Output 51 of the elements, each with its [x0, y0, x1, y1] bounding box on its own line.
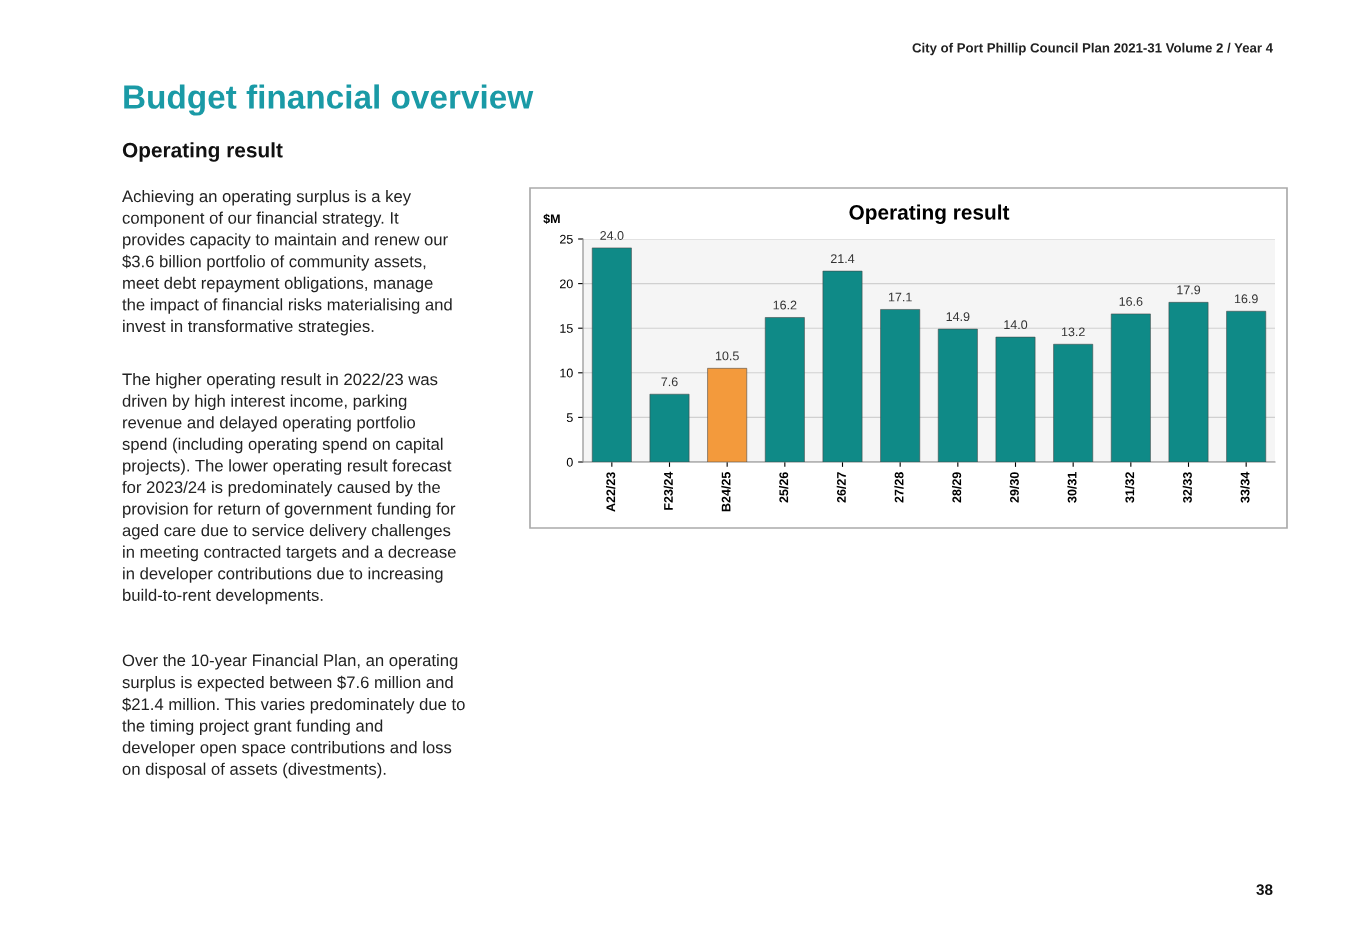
- y-tick-label: 10: [560, 368, 573, 378]
- data-label: 21.4: [830, 254, 855, 263]
- data-label: 17.9: [1177, 285, 1201, 295]
- x-tick-label: 28/29: [952, 472, 962, 503]
- text: Achieving an operating surplus is a key component of our financial strategy. It provides capacity to maintain and renew our $3.6 billion portfolio of community assets, meet debt repayment obligations, manage the impact of financial risks materialising and invest in transformative strategies.: [122, 190, 452, 336]
- bar: [1226, 310, 1267, 462]
- y-axis-title: $M: [543, 213, 560, 224]
- bar: [764, 317, 805, 462]
- x-tick-label: 31/32: [1125, 472, 1135, 503]
- x-tick-label: 30/31: [1067, 472, 1077, 503]
- text: 38: [1256, 884, 1273, 896]
- x-tick-label: 33/34: [1240, 471, 1250, 503]
- text: Operating result: [122, 142, 283, 162]
- x-tick-label: 32/33: [1182, 472, 1192, 503]
- data-label: 24.0: [600, 231, 624, 240]
- y-tick-label: 25: [560, 234, 573, 244]
- data-label: 7.6: [661, 377, 678, 387]
- x-tick-label: 29/30: [1009, 472, 1019, 503]
- text: Budget financial overview: [124, 84, 534, 116]
- data-label: 14.0: [1004, 320, 1028, 330]
- bar: [649, 393, 690, 462]
- x-tick-label: F23/24: [663, 471, 673, 510]
- bar: [937, 328, 978, 462]
- data-label: 14.9: [946, 312, 970, 322]
- bar: [1110, 313, 1151, 462]
- x-tick-label: 25/26: [779, 472, 789, 503]
- data-label: 10.5: [715, 351, 739, 361]
- text: The higher operating result in 2022/23 was driven by high interest income, parking revenue and delayed operating portfolio spend (including operating spend on capital projects). The lower operating result forecast for 2023/24 is predominately caused by the provision for return of government funding for aged care due to service delivery challenges in meeting contracted targets and a decrease in developer contributions due to increasing build-to-rent developments.: [122, 373, 456, 605]
- data-label: 16.9: [1234, 294, 1258, 304]
- x-tick-label: B24/25: [721, 472, 731, 512]
- chart-title: Operating result: [849, 204, 1010, 224]
- y-tick-label: 5: [566, 413, 573, 423]
- bar: [995, 336, 1036, 462]
- y-tick-label: 20: [560, 279, 573, 289]
- x-tick-label: A22/23: [606, 472, 616, 512]
- text: City of Port Phillip Council Plan 2021-31 Volume 2 / Year 4: [912, 42, 1273, 56]
- text: Over the 10-year Financial Plan, an operating surplus is expected between $7.6 million and $21.4 million. This varies predominately due to the timing project grant funding and developer open space contributions and loss on disposal of assets (divestments).: [122, 654, 465, 779]
- bar: [591, 247, 632, 462]
- data-label: 16.2: [773, 300, 797, 310]
- bar: [707, 368, 748, 462]
- bar: [1168, 302, 1209, 462]
- x-tick-label: 27/28: [894, 472, 904, 503]
- data-label: 17.1: [888, 292, 912, 302]
- data-label: 13.2: [1061, 327, 1085, 337]
- bar: [822, 270, 863, 462]
- bar: [880, 309, 921, 462]
- y-tick-label: 15: [560, 324, 573, 333]
- bar: [1053, 343, 1094, 462]
- y-tick-label: 0: [566, 457, 573, 467]
- data-label: 16.6: [1119, 297, 1143, 306]
- x-tick-label: 26/27: [836, 472, 846, 503]
